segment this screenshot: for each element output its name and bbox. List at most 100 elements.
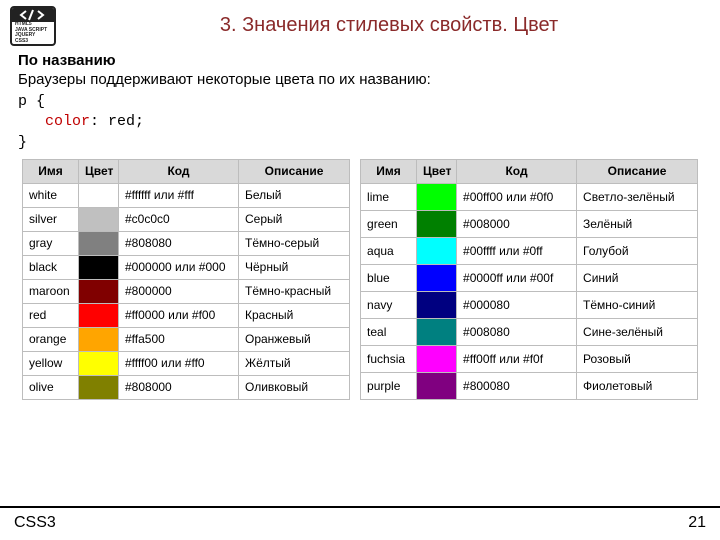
cell-swatch	[79, 279, 119, 303]
cell-swatch	[79, 351, 119, 375]
cell-swatch	[79, 207, 119, 231]
cell-swatch	[417, 291, 457, 318]
th-name: Имя	[361, 159, 417, 183]
cell-desc: Тёмно-синий	[577, 291, 698, 318]
cell-name: aqua	[361, 237, 417, 264]
cell-desc: Розовый	[577, 345, 698, 372]
cell-swatch	[417, 372, 457, 399]
cell-desc: Оливковый	[239, 375, 350, 399]
cell-code: #808080	[119, 231, 239, 255]
table-row: purple#800080Фиолетовый	[361, 372, 698, 399]
cell-swatch	[417, 210, 457, 237]
cell-desc: Сине-зелёный	[577, 318, 698, 345]
cell-swatch	[417, 237, 457, 264]
cell-code: #00ff00 или #0f0	[457, 183, 577, 210]
cell-desc: Синий	[577, 264, 698, 291]
cell-swatch	[417, 183, 457, 210]
cell-code: #ff00ff или #f0f	[457, 345, 577, 372]
cell-code: #808000	[119, 375, 239, 399]
th-swatch: Цвет	[79, 159, 119, 183]
cell-swatch	[79, 255, 119, 279]
cell-desc: Зелёный	[577, 210, 698, 237]
cell-code: #ff0000 или #f00	[119, 303, 239, 327]
color-tables: Имя Цвет Код Описание white #ffffff или #…	[18, 159, 702, 400]
th-desc: Описание	[239, 159, 350, 183]
cell-desc: Красный	[239, 303, 350, 327]
th-code: Код	[119, 159, 239, 183]
th-swatch: Цвет	[417, 159, 457, 183]
color-table-right: Имя Цвет Код Описание lime#00ff00 или #0…	[360, 159, 698, 400]
section-lead: Браузеры поддерживают некоторые цвета по…	[18, 71, 702, 88]
cell-desc: Светло-зелёный	[577, 183, 698, 210]
table-row: maroon #800000Тёмно-красный	[23, 279, 350, 303]
cell-desc: Жёлтый	[239, 351, 350, 375]
table-row: red #ff0000 или #f00Красный	[23, 303, 350, 327]
cell-code: #00ffff или #0ff	[457, 237, 577, 264]
cell-name: red	[23, 303, 79, 327]
table-row: yellow #ffff00 или #ff0Жёлтый	[23, 351, 350, 375]
cell-desc: Тёмно-красный	[239, 279, 350, 303]
cell-code: #ffffff или #fff	[119, 183, 239, 207]
table-row: silver#c0c0c0Серый	[23, 207, 350, 231]
cell-swatch	[417, 264, 457, 291]
cell-swatch	[417, 318, 457, 345]
th-name: Имя	[23, 159, 79, 183]
cell-code: #800080	[457, 372, 577, 399]
table-row: fuchsia#ff00ff или #f0fРозовый	[361, 345, 698, 372]
cell-name: gray	[23, 231, 79, 255]
cell-code: #000000 или #000	[119, 255, 239, 279]
code-block: p { color: red; }	[18, 92, 702, 153]
cell-code: #0000ff или #00f	[457, 264, 577, 291]
cell-code: #c0c0c0	[119, 207, 239, 231]
slide-title: 3. Значения стилевых свойств. Цвет	[68, 6, 710, 37]
cell-name: yellow	[23, 351, 79, 375]
cell-name: silver	[23, 207, 79, 231]
color-table-left: Имя Цвет Код Описание white #ffffff или #…	[22, 159, 350, 400]
table-row: navy #000080Тёмно-синий	[361, 291, 698, 318]
table-row: teal#008080Сине-зелёный	[361, 318, 698, 345]
cell-name: lime	[361, 183, 417, 210]
code-line: }	[18, 134, 27, 151]
table-row: lime #00ff00 или #0f0Светло-зелёный	[361, 183, 698, 210]
cell-name: maroon	[23, 279, 79, 303]
cell-swatch	[79, 183, 119, 207]
table-row: green#008000Зелёный	[361, 210, 698, 237]
th-code: Код	[457, 159, 577, 183]
cell-name: green	[361, 210, 417, 237]
table-row: olive #808000Оливковый	[23, 375, 350, 399]
table-row: gray #808080Тёмно-серый	[23, 231, 350, 255]
cell-code: #ffa500	[119, 327, 239, 351]
table-row: black#000000 или #000Чёрный	[23, 255, 350, 279]
table-row: white #ffffff или #fffБелый	[23, 183, 350, 207]
cell-desc: Оранжевый	[239, 327, 350, 351]
cell-swatch	[79, 231, 119, 255]
cell-code: #008080	[457, 318, 577, 345]
cell-swatch	[417, 345, 457, 372]
cell-code: #000080	[457, 291, 577, 318]
tech-logo: HTML5 JAVA SCRIPT JQUERY CSS3	[10, 6, 56, 46]
table-row: aqua #00ffff или #0ffГолубой	[361, 237, 698, 264]
slide-content: По названию Браузеры поддерживают некото…	[0, 46, 720, 400]
table-row: orange #ffa500Оранжевый	[23, 327, 350, 351]
cell-desc: Тёмно-серый	[239, 231, 350, 255]
cell-swatch	[79, 327, 119, 351]
cell-swatch	[79, 375, 119, 399]
section-heading: По названию	[18, 52, 702, 69]
cell-name: purple	[361, 372, 417, 399]
cell-code: #ffff00 или #ff0	[119, 351, 239, 375]
logo-code-icon	[12, 8, 54, 22]
logo-text: HTML5 JAVA SCRIPT JQUERY CSS3	[12, 22, 54, 44]
cell-desc: Чёрный	[239, 255, 350, 279]
cell-name: blue	[361, 264, 417, 291]
footer-page: 21	[688, 514, 706, 532]
cell-desc: Белый	[239, 183, 350, 207]
code-value: : red;	[90, 113, 144, 130]
cell-code: #800000	[119, 279, 239, 303]
cell-name: navy	[361, 291, 417, 318]
cell-swatch	[79, 303, 119, 327]
code-line: p {	[18, 93, 45, 110]
cell-name: olive	[23, 375, 79, 399]
cell-desc: Голубой	[577, 237, 698, 264]
cell-name: white	[23, 183, 79, 207]
cell-name: orange	[23, 327, 79, 351]
